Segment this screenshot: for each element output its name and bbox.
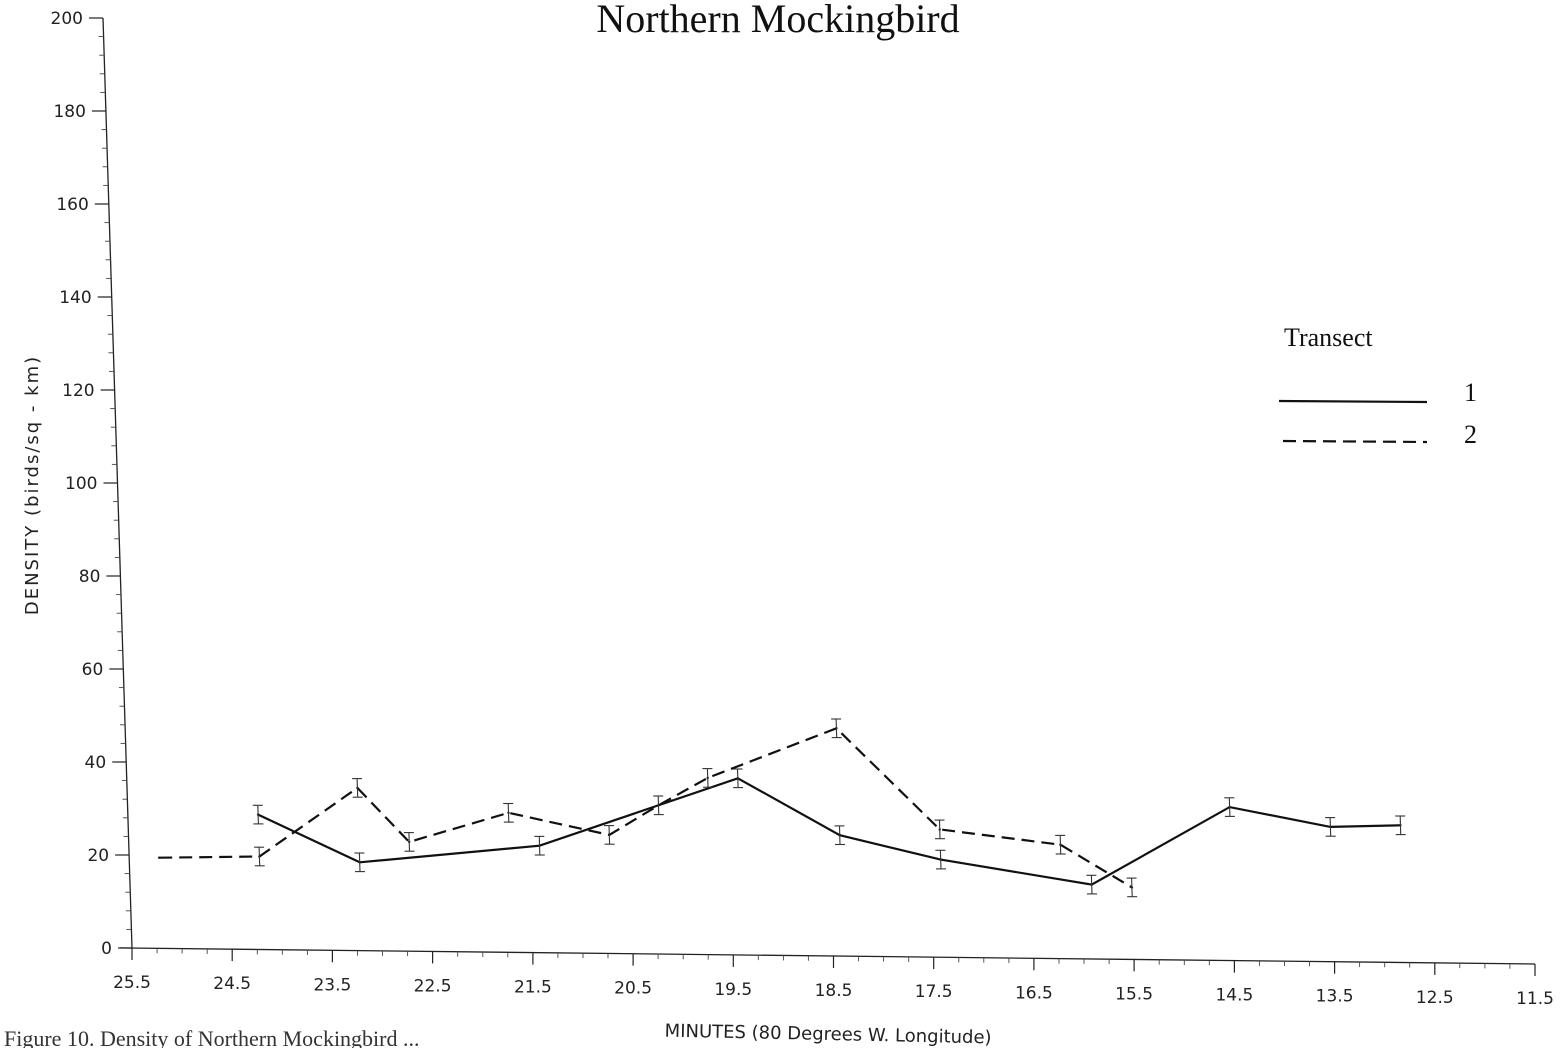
y-tick-label: 60: [82, 660, 104, 680]
y-tick-label: 0: [101, 939, 112, 959]
legend-line-series-2: [1282, 439, 1428, 444]
legend-title: Transect: [1284, 323, 1373, 352]
error-bar: [657, 795, 660, 815]
x-tick-label: 19.5: [714, 980, 752, 1000]
legend-label-series-1: 1: [1464, 378, 1477, 407]
legend-line-series-1: [1278, 399, 1428, 404]
x-tick-label: 18.5: [815, 981, 853, 1001]
error-bar: [538, 836, 541, 856]
error-bar: [835, 718, 838, 738]
y-tick-label: 40: [85, 753, 107, 773]
x-tick-label: 15.5: [1115, 984, 1153, 1004]
x-tick-label: 23.5: [313, 975, 351, 995]
x-tick-label: 17.5: [915, 982, 953, 1002]
x-tick-label: 24.5: [213, 974, 251, 994]
error-bar: [408, 832, 411, 852]
y-tick-label: 160: [56, 195, 88, 215]
x-tick-label: 12.5: [1416, 988, 1454, 1008]
series-2: [158, 718, 1138, 898]
x-tick-label: 22.5: [414, 976, 452, 996]
error-bar: [1329, 817, 1332, 837]
x-tick-label: 21.5: [514, 978, 552, 998]
figure-caption: Figure 10. Density of Northern Mockingbi…: [4, 1026, 420, 1048]
legend: Transect 1 2: [1278, 323, 1477, 449]
series-layer: [158, 718, 1406, 898]
error-bar: [938, 820, 941, 839]
error-bar: [838, 825, 841, 845]
error-bar: [358, 852, 361, 872]
y-tick-label: 180: [53, 102, 85, 122]
y-axis-ticks: 0 20 40 60 80 100 120 140 160 180 200: [51, 9, 132, 959]
error-bar: [608, 825, 611, 845]
error-bar: [1228, 797, 1231, 817]
error-bar: [1131, 878, 1133, 897]
series-1: [252, 768, 1406, 895]
y-tick-label: 140: [59, 288, 91, 308]
x-axis-line: [119, 947, 1536, 965]
x-tick-label: 14.5: [1215, 986, 1253, 1006]
chart-title: Northern Mockingbird: [596, 0, 959, 41]
error-bar: [939, 850, 942, 869]
y-tick-label: 120: [62, 381, 94, 401]
x-axis-ticks: 25.5 24.5 23.5 22.5 21.5 20.5 19.5 18.5 17.5 16.5…: [113, 948, 1554, 1009]
error-bar: [1059, 835, 1062, 855]
error-bar: [706, 768, 709, 788]
error-bar: [507, 803, 510, 823]
x-tick-label: 16.5: [1015, 983, 1053, 1003]
x-tick-label: 11.5: [1516, 989, 1554, 1009]
legend-label-series-2: 2: [1464, 420, 1477, 449]
data-point: [158, 856, 161, 859]
error-bar: [1090, 875, 1093, 894]
series-2-line: [159, 727, 1133, 889]
x-axis-label: MINUTES (80 Degrees W. Longitude): [664, 1021, 991, 1048]
y-tick-label: 80: [79, 567, 101, 587]
error-bar: [736, 768, 739, 788]
axes: [102, 17, 1536, 965]
y-tick-label: 20: [87, 846, 109, 866]
y-tick-label: 200: [51, 9, 83, 29]
series-1-line: [257, 777, 1401, 886]
y-tick-label: 100: [65, 474, 97, 494]
error-bar: [1399, 815, 1402, 835]
error-bar: [356, 778, 359, 798]
y-axis-label: DENSITY (birds/sq - km): [22, 355, 43, 615]
x-tick-label: 13.5: [1316, 987, 1354, 1007]
x-tick-label: 25.5: [113, 973, 151, 993]
error-bar: [257, 805, 259, 824]
error-bar: [258, 847, 261, 866]
x-tick-label: 20.5: [614, 979, 652, 999]
